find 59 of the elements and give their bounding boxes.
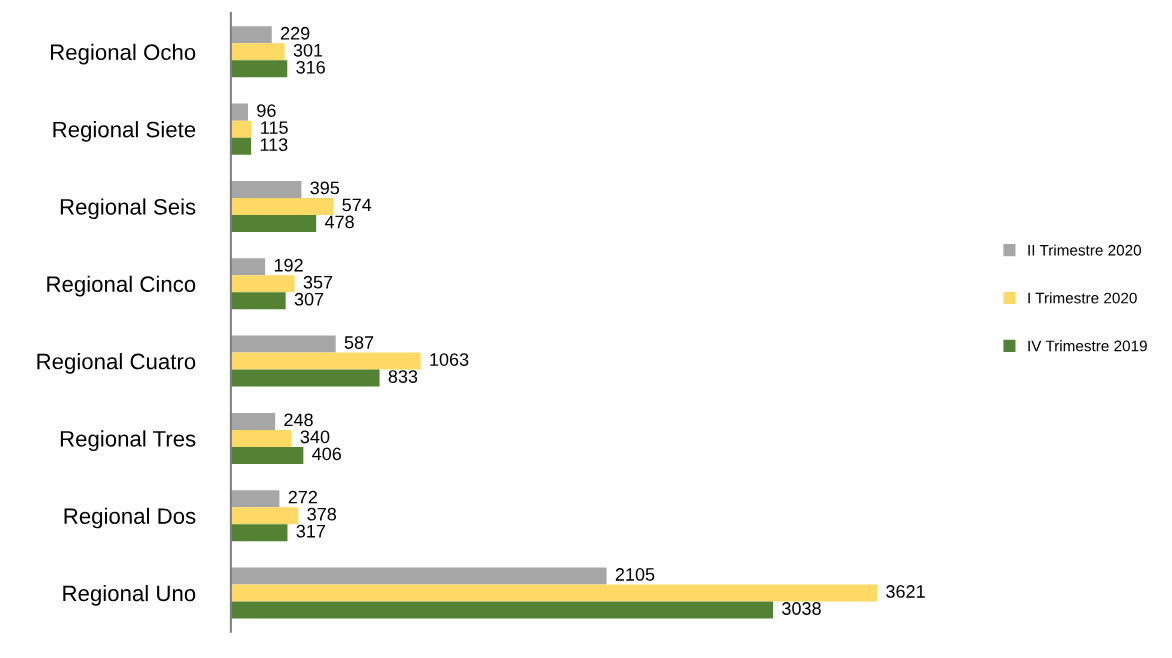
bar	[230, 490, 280, 508]
y-tick-label: Regional Siete	[53, 121, 196, 142]
data-label: 3621	[886, 585, 925, 598]
bar	[230, 446, 304, 464]
data-label: 317	[296, 524, 326, 538]
bar	[230, 507, 299, 525]
y-tick-label: Regional Seis	[60, 198, 196, 220]
y-tick-label: Regional Uno	[63, 584, 196, 606]
y-tick-label: Regional Cinco	[47, 275, 196, 297]
data-label: 574	[342, 198, 372, 212]
bar	[230, 103, 249, 121]
legend-label: I Trimestre 2020	[1028, 292, 1137, 304]
data-label: 115	[261, 121, 288, 134]
data-label: 833	[388, 370, 418, 383]
bar	[230, 352, 421, 370]
bar	[230, 412, 276, 430]
y-tick-label: Regional Ocho	[50, 43, 196, 65]
legend-label: IV Trimestre 2019	[1028, 340, 1147, 352]
bar	[230, 275, 295, 293]
bar	[230, 258, 266, 276]
data-label: 378	[307, 507, 337, 521]
data-label: 316	[296, 60, 325, 74]
data-label: 2105	[615, 568, 655, 581]
bar	[230, 292, 286, 310]
bar	[230, 26, 272, 44]
bar	[230, 43, 285, 61]
legend-label: II Trimestre 2020	[1028, 244, 1142, 256]
data-label: 1063	[430, 353, 469, 366]
bar	[230, 584, 878, 602]
data-label: 113	[260, 138, 288, 151]
data-label: 478	[324, 215, 354, 229]
y-tick-label: Regional Tres	[60, 430, 196, 452]
data-label: 395	[310, 181, 340, 195]
bar	[230, 197, 334, 215]
data-label: 301	[293, 43, 323, 57]
bar	[230, 120, 252, 138]
data-label: 248	[284, 413, 313, 427]
data-label: 272	[288, 490, 317, 504]
bar	[230, 335, 336, 353]
data-label: 192	[274, 258, 303, 272]
data-label: 229	[281, 26, 310, 40]
bar	[230, 567, 607, 585]
data-label: 340	[300, 430, 330, 444]
data-label: 406	[312, 447, 342, 461]
data-label: 307	[294, 292, 324, 306]
bar	[230, 524, 288, 542]
y-tick-label: Regional Cuatro	[37, 353, 196, 374]
bar	[230, 60, 288, 78]
data-label: 3038	[782, 602, 821, 615]
y-tick-label: Regional Dos	[64, 507, 196, 529]
bar	[230, 137, 252, 155]
bar	[230, 369, 380, 387]
bar	[230, 429, 292, 447]
bar	[230, 601, 774, 619]
data-label: 96	[257, 104, 276, 117]
data-label: 587	[344, 336, 374, 349]
bar	[230, 214, 317, 232]
data-label: 357	[303, 275, 333, 289]
bar	[230, 180, 302, 198]
